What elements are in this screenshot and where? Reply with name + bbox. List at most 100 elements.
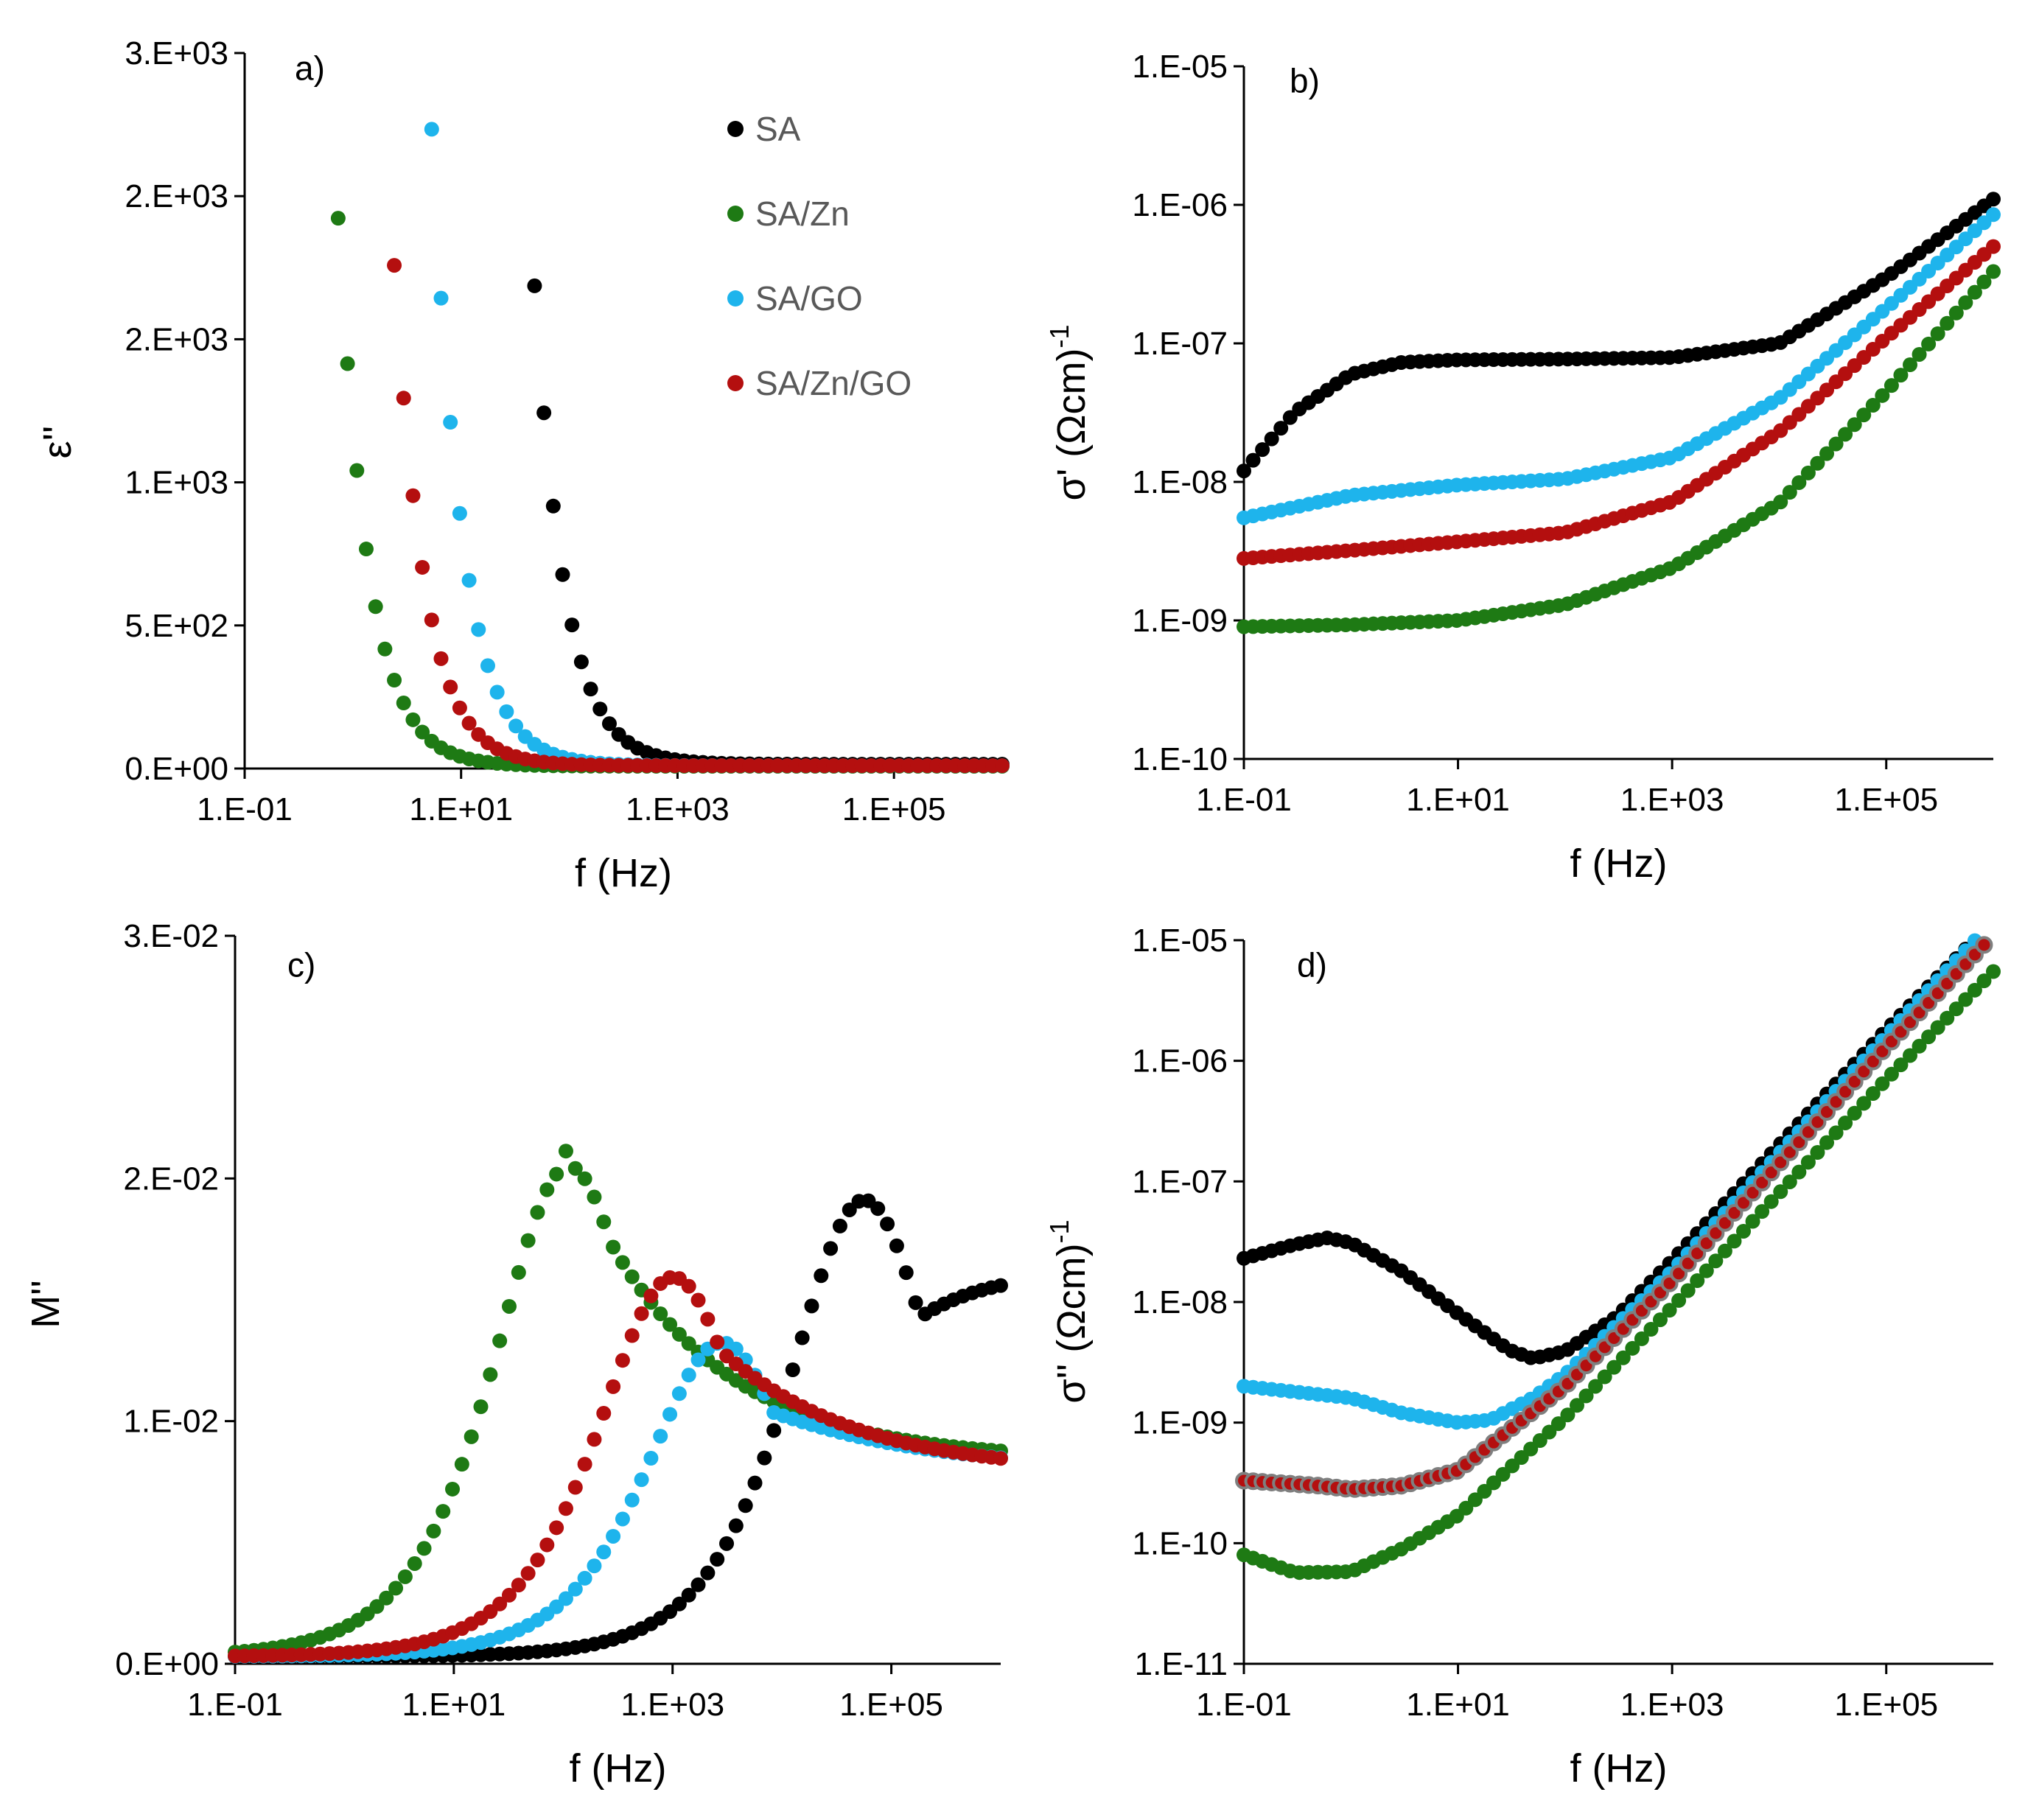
data-point	[492, 1596, 508, 1611]
data-point	[747, 1475, 763, 1491]
data-point	[889, 1238, 904, 1253]
data-point	[662, 1407, 678, 1422]
y-tick-label: 1.E-05	[1132, 923, 1228, 959]
data-point	[1671, 1292, 1687, 1308]
data-point	[577, 1457, 592, 1472]
panel-d-imaginary-conductivity: 1.E-11 1.E-10 1.E-09 1.E-08 1.E-07 1.E-06 1.E-…	[1044, 923, 2001, 1791]
data-point	[530, 1553, 545, 1568]
data-point	[1690, 1273, 1705, 1289]
y-tick-label: 1.E-08	[1132, 1284, 1228, 1320]
data-point	[1699, 1263, 1714, 1278]
data-point	[832, 1218, 847, 1233]
data-point	[1986, 264, 2001, 279]
data-point	[377, 641, 393, 657]
legend-label-sa-go: SA/GO	[755, 279, 863, 318]
panel-label: d)	[1297, 946, 1327, 984]
data-point	[1912, 346, 1927, 362]
x-tick-label: 1.E+01	[402, 1687, 506, 1723]
data-point	[766, 1423, 782, 1438]
data-point	[738, 1498, 753, 1513]
panel-a-epsilon-loss: 0.E+00 5.E+02 1.E+03 2.E+03 2.E+03 3.E+03 1.E-…	[35, 35, 1010, 895]
data-point	[1948, 1001, 1964, 1017]
data-point	[1745, 1214, 1760, 1229]
y-tick-label: 1.E-06	[1132, 187, 1228, 223]
data-point	[1838, 427, 1853, 442]
data-point	[1615, 1350, 1631, 1365]
y-tick-label: 2.E+03	[125, 178, 228, 214]
y-tick-label: 1.E-10	[1132, 741, 1228, 777]
data-point	[379, 1590, 394, 1606]
data-point	[1940, 315, 1955, 331]
data-point	[501, 1587, 517, 1603]
data-point	[1856, 1096, 1872, 1111]
panel-label: c)	[287, 946, 315, 984]
data-point	[1800, 465, 1816, 480]
data-point	[1893, 368, 1909, 383]
data-point	[757, 1450, 772, 1466]
data-point	[1570, 1398, 1584, 1413]
data-point	[520, 1566, 536, 1581]
data-point	[681, 1587, 696, 1603]
data-point	[549, 1520, 564, 1536]
data-point	[1245, 452, 1261, 468]
data-point	[433, 290, 449, 306]
data-point	[993, 1451, 1008, 1466]
data-point	[587, 1189, 602, 1205]
data-point	[1958, 295, 1973, 310]
data-point	[1838, 1116, 1853, 1131]
data-point	[499, 704, 514, 719]
data-point	[1264, 431, 1279, 447]
data-point	[898, 1265, 914, 1281]
data-point	[615, 1353, 630, 1368]
data-point	[1986, 207, 2001, 223]
x-tick-label: 1.E-01	[1196, 782, 1292, 818]
data-point	[1948, 305, 1964, 321]
data-point	[1865, 397, 1881, 413]
data-point	[1930, 326, 1945, 341]
data-point	[1810, 455, 1825, 471]
data-point	[587, 1432, 602, 1447]
data-point	[1912, 1038, 1927, 1054]
data-point	[387, 673, 402, 688]
data-point	[416, 1541, 432, 1556]
data-point	[397, 1569, 413, 1584]
data-point	[1578, 1388, 1594, 1404]
data-point	[501, 1298, 517, 1314]
data-point	[1282, 410, 1298, 425]
data-point	[1958, 992, 1973, 1007]
data-point	[690, 1577, 706, 1592]
data-point	[700, 1312, 716, 1327]
x-tick-label: 1.E+03	[626, 791, 730, 827]
data-point	[577, 1171, 592, 1186]
data-point	[1597, 1369, 1612, 1385]
data-point	[369, 1599, 385, 1614]
data-point	[520, 1233, 536, 1248]
data-point	[424, 122, 439, 137]
data-point	[1847, 1105, 1862, 1121]
data-point	[814, 1268, 829, 1284]
data-point	[624, 1328, 640, 1343]
data-point	[1865, 1086, 1881, 1102]
data-point	[1653, 1312, 1668, 1328]
data-point	[1606, 1359, 1622, 1375]
y-tick-label: 1.E-11	[1135, 1646, 1228, 1682]
data-point	[1986, 192, 2001, 207]
data-point	[1875, 388, 1890, 403]
data-point	[489, 685, 505, 700]
data-point	[445, 1481, 461, 1497]
data-point	[653, 1429, 668, 1444]
data-point	[1717, 1243, 1732, 1259]
series-sa-zn-go	[228, 1270, 1008, 1664]
y-tick-label: 2.E-02	[123, 1161, 219, 1197]
data-point	[1588, 1379, 1603, 1394]
data-point	[567, 1161, 583, 1176]
data-point	[615, 1511, 630, 1527]
data-point	[1856, 407, 1872, 423]
data-point	[530, 1205, 545, 1220]
data-point	[536, 405, 552, 421]
data-point	[1884, 1066, 1899, 1082]
y-tick-label: 2.E+03	[125, 321, 228, 357]
y-tick-label: 1.E-09	[1132, 1405, 1228, 1441]
x-tick-label: 1.E+03	[620, 1687, 724, 1723]
data-point	[804, 1298, 819, 1314]
